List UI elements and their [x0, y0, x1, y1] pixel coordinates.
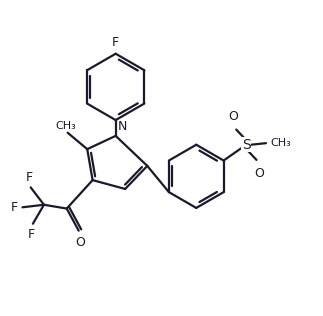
Text: F: F [11, 201, 18, 214]
Text: CH₃: CH₃ [271, 138, 291, 148]
Text: O: O [75, 236, 85, 249]
Text: N: N [117, 120, 127, 133]
Text: F: F [26, 171, 33, 184]
Text: F: F [28, 228, 35, 240]
Text: O: O [255, 167, 265, 180]
Text: S: S [242, 138, 251, 152]
Text: CH₃: CH₃ [55, 120, 76, 131]
Text: O: O [228, 110, 238, 123]
Text: F: F [112, 36, 119, 49]
